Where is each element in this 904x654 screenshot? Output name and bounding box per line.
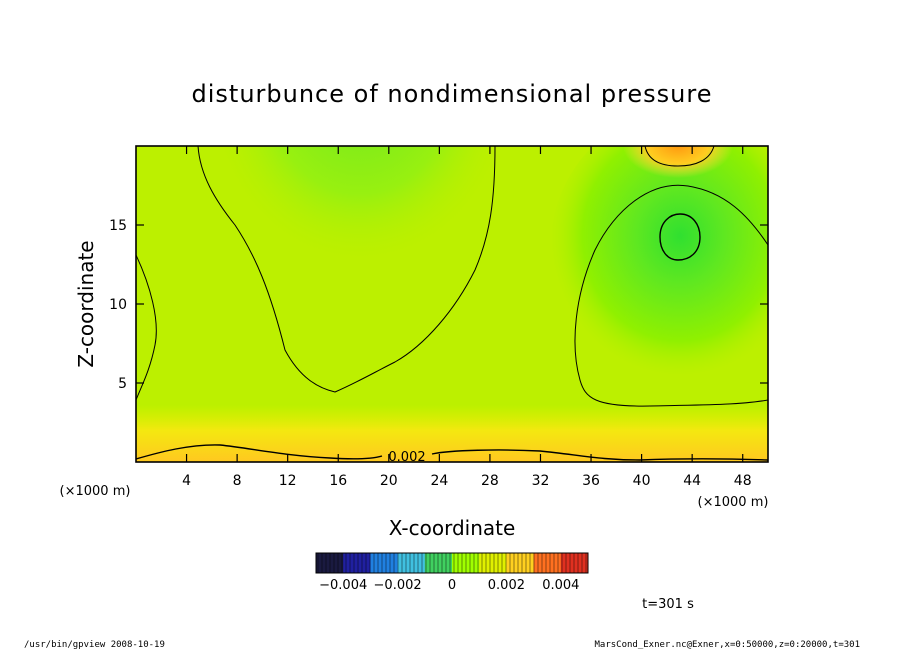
x-tick-label: 32 bbox=[532, 473, 550, 489]
x-tick-label: 8 bbox=[233, 473, 242, 489]
x-tick-label: 44 bbox=[683, 473, 701, 489]
x-axis-unit-right: (×1000 m) bbox=[698, 495, 769, 510]
y-axis-label: Z-coordinate bbox=[74, 240, 98, 367]
contour-label: 0.002 bbox=[388, 450, 425, 465]
y-axis: 5 10 15 bbox=[109, 218, 768, 392]
footer-right: MarsCond_Exner.nc@Exner,x=0:50000,z=0:20… bbox=[594, 640, 860, 650]
chart-title: disturbunce of nondimensional pressure bbox=[192, 80, 713, 108]
field-maximum-top bbox=[623, 146, 733, 178]
time-label: t=301 s bbox=[642, 597, 694, 612]
x-tick-label: 36 bbox=[582, 473, 600, 489]
contour-zero-right bbox=[574, 184, 768, 407]
x-tick-label: 20 bbox=[380, 473, 398, 489]
x-tick-label: 48 bbox=[734, 473, 752, 489]
contour-top-max bbox=[644, 146, 715, 167]
x-tick-label: 28 bbox=[481, 473, 499, 489]
colorbar-segment bbox=[343, 553, 371, 573]
x-axis: 4 8 12 16 20 24 28 32 36 40 44 48 bbox=[182, 146, 752, 489]
colorbar-segment bbox=[506, 553, 535, 573]
contour-zero-u bbox=[197, 146, 496, 393]
contour-zero-left bbox=[136, 254, 157, 401]
x-tick-label: 40 bbox=[633, 473, 651, 489]
colorbar-tick-label: 0 bbox=[448, 578, 456, 593]
x-tick-label: 24 bbox=[430, 473, 448, 489]
x-axis-label: X-coordinate bbox=[389, 516, 516, 540]
colorbar-frame bbox=[315, 552, 589, 574]
colorbar-segment bbox=[560, 553, 589, 573]
contour-minimum-ring bbox=[659, 213, 701, 261]
field-minimum-right bbox=[550, 146, 768, 390]
colorbar-tick-label: 0.002 bbox=[488, 578, 525, 593]
footer-left: /usr/bin/gpview 2008-10-19 bbox=[24, 640, 165, 650]
y-tick-label: 15 bbox=[109, 218, 127, 234]
colorbar-tick-label: 0.004 bbox=[542, 578, 579, 593]
x-tick-label: 4 bbox=[182, 473, 191, 489]
colorbar-segment bbox=[479, 553, 507, 573]
y-tick-label: 10 bbox=[109, 297, 127, 313]
colorbar-tick-label: −0.002 bbox=[374, 578, 422, 593]
colorbar bbox=[315, 552, 589, 574]
x-tick-label: 12 bbox=[279, 473, 297, 489]
x-tick-label: 16 bbox=[329, 473, 347, 489]
plot-area: 0.002 bbox=[136, 146, 768, 465]
y-tick-label: 5 bbox=[118, 376, 127, 392]
colorbar-segment bbox=[370, 553, 399, 573]
x-axis-unit-left: (×1000 m) bbox=[60, 484, 131, 499]
colorbar-tick-label: −0.004 bbox=[319, 578, 367, 593]
field-minimum-upper-left bbox=[210, 146, 510, 330]
contour-bottom-0002 bbox=[136, 444, 768, 461]
field-bottom-band bbox=[136, 405, 768, 462]
colorbar-segment bbox=[424, 553, 453, 573]
colorbar-tick-labels: −0.004 −0.002 0 0.002 0.004 bbox=[319, 578, 579, 593]
